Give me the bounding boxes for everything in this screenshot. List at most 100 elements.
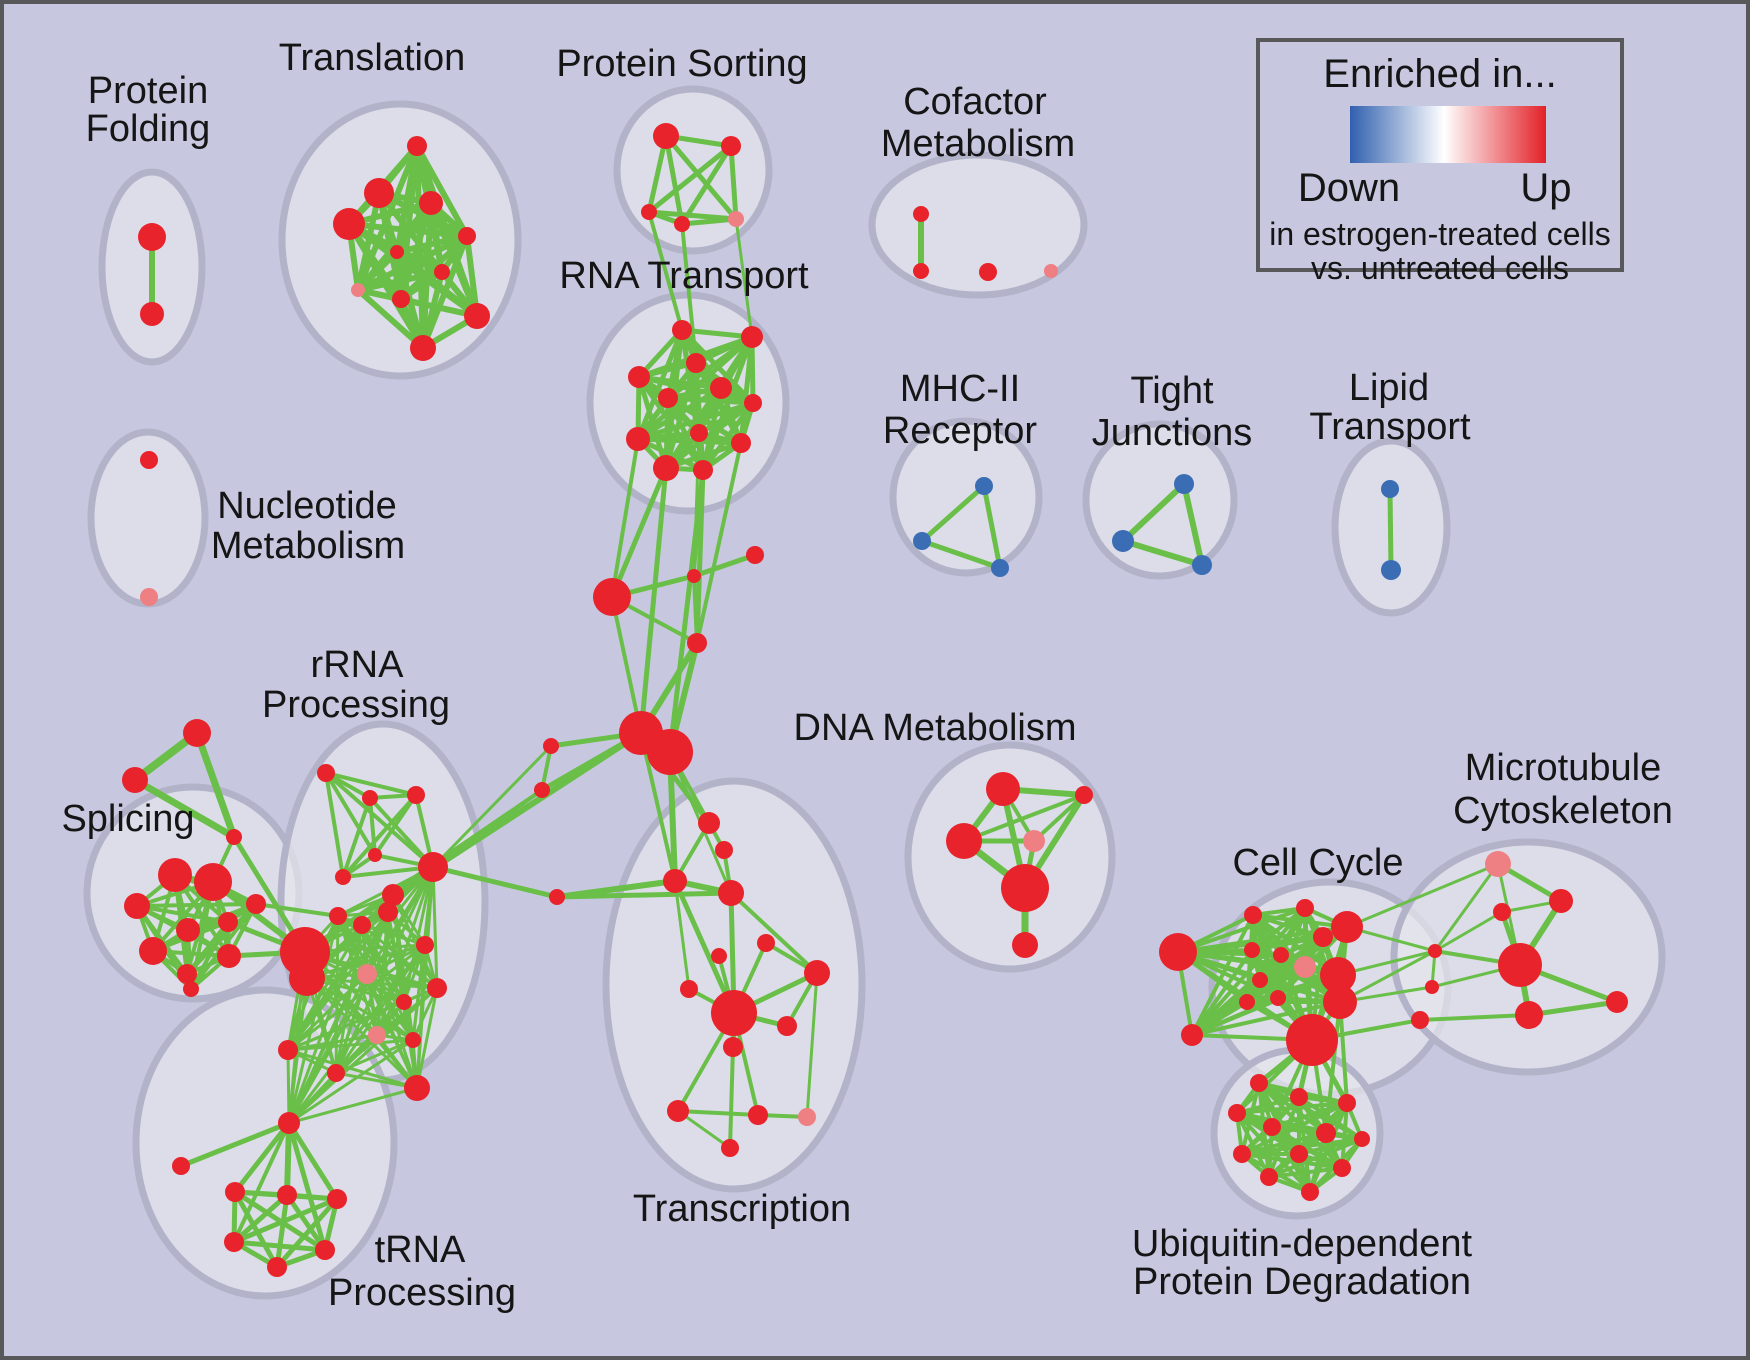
- gene-set-node: [1485, 851, 1511, 877]
- gene-set-node: [757, 934, 775, 952]
- gene-set-node: [177, 964, 197, 984]
- gene-set-node: [674, 216, 690, 232]
- cluster-label: MHC-II: [900, 368, 1020, 410]
- edge: [284, 1193, 328, 1252]
- gene-set-node: [404, 1075, 430, 1101]
- gene-set-node: [653, 123, 679, 149]
- gene-set-node: [362, 790, 378, 806]
- edge: [1252, 913, 1324, 939]
- edge: [287, 943, 426, 1052]
- gene-set-node: [1428, 944, 1442, 958]
- cluster-label: Folding: [86, 108, 211, 150]
- edge: [355, 249, 400, 293]
- edge: [287, 944, 427, 1124]
- gene-set-node: [1320, 957, 1356, 993]
- edge: [325, 771, 417, 797]
- gene-set-node: [1228, 1104, 1246, 1122]
- gene-set-node: [728, 211, 744, 227]
- legend-down-label: Down: [1297, 166, 1401, 210]
- gene-set-node: [368, 1026, 386, 1044]
- gene-set-node: [225, 1182, 245, 1202]
- cluster-label: Processing: [262, 684, 450, 726]
- cluster-label: Splicing: [61, 798, 194, 840]
- edge: [728, 145, 739, 220]
- gene-set-node: [721, 136, 741, 156]
- edge: [375, 911, 390, 1036]
- gene-set-node: [723, 1037, 743, 1057]
- gene-set-node: [744, 394, 762, 412]
- gene-set-node: [1296, 899, 1314, 917]
- edge: [420, 271, 445, 349]
- gene-set-node: [1323, 985, 1357, 1019]
- edge: [673, 880, 691, 990]
- gene-set-node: [687, 569, 701, 583]
- gene-set-node: [748, 1105, 768, 1125]
- gene-set-node: [1606, 991, 1628, 1013]
- edge: [920, 484, 986, 543]
- edge: [368, 797, 377, 856]
- gene-set-node: [1338, 1094, 1356, 1112]
- gene-set-node: [1316, 1123, 1336, 1143]
- edge: [1346, 862, 1499, 929]
- gene-set-node: [183, 719, 211, 747]
- cluster-label: RNA Transport: [559, 255, 809, 297]
- gene-set-node: [464, 303, 490, 329]
- gene-set-node: [1260, 1168, 1278, 1186]
- edge: [1528, 999, 1618, 1018]
- cluster-label: Protein Sorting: [556, 43, 807, 85]
- edge: [1245, 949, 1254, 1003]
- gene-set-node: [183, 981, 199, 997]
- edge: [639, 732, 677, 882]
- edge: [981, 485, 1003, 569]
- edge: [1387, 488, 1394, 571]
- edge: [275, 1197, 339, 1269]
- gene-set-node: [653, 455, 679, 481]
- gene-set-node: [140, 302, 164, 326]
- edge: [287, 911, 390, 1124]
- edge: [232, 1190, 280, 1269]
- gene-set-node: [364, 178, 394, 208]
- gene-set-node: [217, 944, 241, 968]
- gene-set-node: [405, 1032, 421, 1048]
- cluster-label: Transcription: [633, 1188, 851, 1230]
- gene-set-node: [278, 1040, 298, 1060]
- gene-set-node: [1075, 786, 1093, 804]
- gene-set-node: [1549, 889, 1573, 913]
- gene-set-node: [1411, 1011, 1429, 1029]
- edge: [638, 467, 669, 734]
- gene-set-node: [407, 786, 425, 804]
- gene-set-node: [1493, 903, 1511, 921]
- gene-set-node: [1112, 530, 1134, 552]
- edge: [680, 223, 698, 364]
- edge: [610, 438, 640, 598]
- edge: [647, 211, 684, 331]
- gene-set-node: [1273, 947, 1289, 963]
- cluster-label: Protein Degradation: [1133, 1261, 1471, 1303]
- cluster-label: tRNA: [375, 1229, 466, 1271]
- gene-set-node: [378, 902, 398, 922]
- gene-set-node: [218, 912, 238, 932]
- gene-set-node: [1270, 990, 1286, 1006]
- gene-set-node: [458, 227, 476, 245]
- gene-set-node: [172, 1157, 190, 1175]
- cluster-label: Ubiquitin-dependent: [1132, 1223, 1473, 1265]
- edge: [287, 1071, 338, 1125]
- edge: [233, 1239, 326, 1253]
- edge: [728, 1046, 735, 1149]
- edge: [638, 374, 754, 406]
- edge: [284, 1122, 292, 1196]
- gene-set-node: [278, 1112, 300, 1134]
- edge: [233, 1196, 338, 1245]
- gene-set-node: [711, 948, 727, 964]
- cluster-label: Processing: [328, 1272, 516, 1314]
- edge: [1434, 910, 1503, 953]
- gene-set-node: [1044, 264, 1058, 278]
- edge: [664, 134, 738, 221]
- gene-set-node: [333, 208, 365, 240]
- edge: [334, 924, 364, 1074]
- cluster-label: Protein: [88, 70, 208, 112]
- gene-set-node: [351, 283, 365, 297]
- cluster-label: Metabolism: [211, 525, 405, 567]
- cluster-label: Lipid: [1349, 367, 1429, 409]
- gene-set-node: [1250, 1074, 1268, 1092]
